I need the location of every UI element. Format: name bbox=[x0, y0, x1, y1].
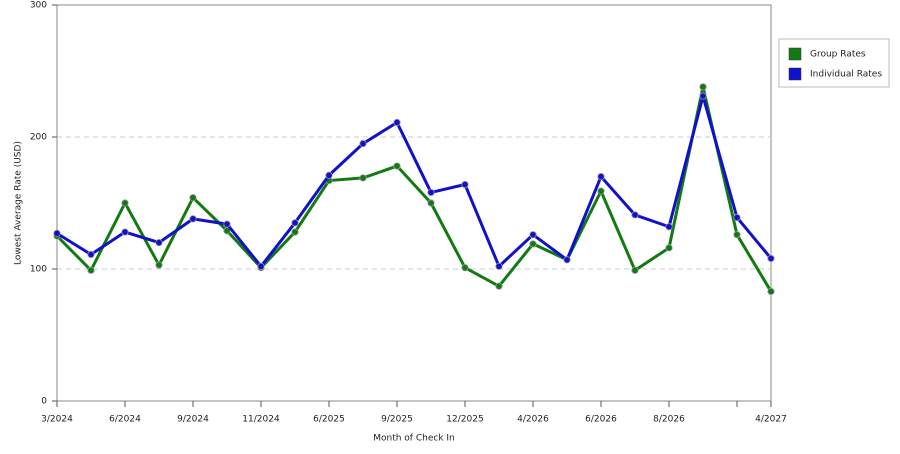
y-axis-label: Lowest Average Rate (USD) bbox=[14, 141, 24, 265]
series-line bbox=[56, 94, 773, 268]
data-point bbox=[121, 228, 129, 236]
data-point bbox=[359, 140, 367, 148]
data-point bbox=[393, 118, 401, 127]
data-point bbox=[87, 266, 95, 274]
data-point bbox=[665, 223, 673, 231]
data-point bbox=[495, 282, 503, 290]
legend-label: Group Rates bbox=[810, 50, 866, 60]
data-point bbox=[87, 250, 95, 259]
y-tick-label: 300 bbox=[30, 1, 47, 11]
data-point bbox=[665, 244, 673, 252]
data-point bbox=[529, 240, 537, 248]
data-point bbox=[53, 229, 61, 237]
y-tick-label: 200 bbox=[30, 133, 47, 143]
data-point bbox=[461, 264, 469, 272]
legend-label: Individual Rates bbox=[810, 70, 882, 80]
data-point bbox=[189, 194, 197, 202]
x-tick-label: 9/2025 bbox=[381, 415, 413, 425]
x-axis-label: Month of Check In bbox=[373, 434, 455, 444]
data-point bbox=[767, 287, 775, 296]
data-point bbox=[155, 239, 163, 247]
data-point bbox=[257, 262, 265, 270]
data-point bbox=[597, 187, 605, 195]
y-tick-label: 0 bbox=[41, 397, 47, 407]
data-point bbox=[529, 231, 537, 239]
data-point bbox=[733, 231, 741, 239]
plot-frame bbox=[56, 4, 772, 402]
data-point bbox=[393, 162, 401, 170]
data-point bbox=[631, 211, 639, 219]
series-line bbox=[55, 85, 773, 293]
y-tick-label: 100 bbox=[30, 265, 47, 275]
data-point bbox=[767, 254, 775, 263]
x-tick-label: 4/2027 bbox=[755, 415, 787, 425]
data-point bbox=[733, 213, 741, 222]
data-point bbox=[291, 219, 299, 227]
x-tick-label: 12/2025 bbox=[446, 415, 483, 425]
data-point bbox=[699, 83, 707, 91]
data-point bbox=[325, 171, 333, 179]
data-point bbox=[291, 228, 299, 236]
data-point bbox=[563, 256, 571, 264]
data-point bbox=[427, 188, 435, 197]
data-point bbox=[461, 180, 469, 189]
x-tick-label: 6/2026 bbox=[585, 415, 617, 425]
x-tick-label: 8/2026 bbox=[653, 415, 685, 425]
data-point bbox=[427, 199, 435, 207]
x-tick-label: 9/2024 bbox=[177, 415, 209, 425]
data-point bbox=[359, 174, 367, 182]
data-point bbox=[223, 220, 231, 228]
data-point bbox=[597, 173, 605, 181]
legend-swatch bbox=[788, 47, 802, 61]
data-point bbox=[121, 199, 129, 207]
data-point bbox=[631, 266, 639, 274]
x-tick-label: 6/2025 bbox=[313, 415, 345, 425]
x-tick-label: 3/2024 bbox=[41, 415, 73, 425]
data-point bbox=[155, 261, 163, 269]
x-tick-label: 11/2024 bbox=[242, 415, 280, 425]
x-tick-label: 4/2026 bbox=[517, 415, 549, 425]
data-point bbox=[495, 262, 503, 270]
data-point bbox=[189, 215, 197, 223]
legend-swatch bbox=[788, 67, 802, 81]
data-point bbox=[699, 92, 707, 100]
x-tick-label: 6/2024 bbox=[109, 415, 141, 425]
